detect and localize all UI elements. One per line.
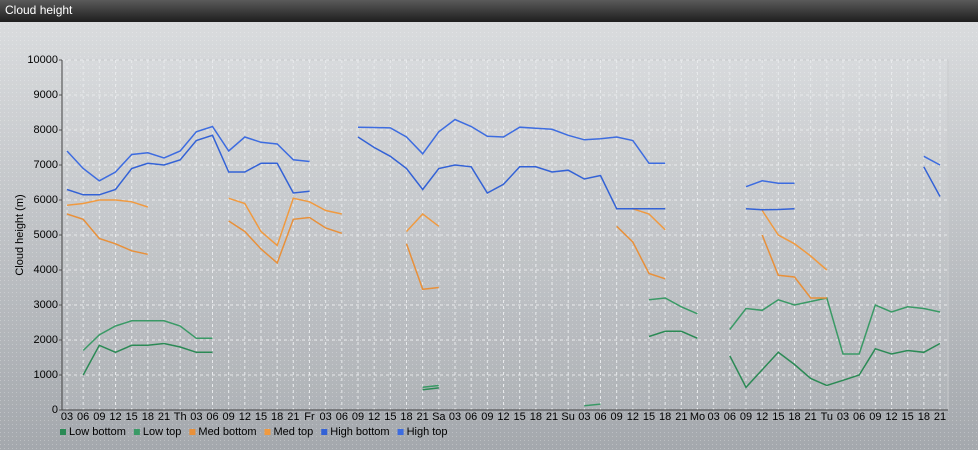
legend-item[interactable]: High top [397,426,448,438]
x-tick-label: 15 [902,411,914,423]
legend-label: Low top [143,426,182,438]
legend-item[interactable]: Low bottom [60,426,126,438]
legend-item[interactable]: Med top [264,426,314,438]
x-tick-label: 21 [675,411,687,423]
x-tick-label: 12 [885,411,897,423]
x-tick-label: 12 [368,411,380,423]
y-tick-label: 8000 [34,124,58,136]
x-tick-label: 06 [724,411,736,423]
legend-swatch [189,429,196,435]
legend-swatch [397,429,404,435]
y-tick-label: 1000 [34,369,58,381]
x-tick-label: 09 [481,411,493,423]
legend-swatch [133,429,140,435]
series-line [66,118,941,188]
x-tick-label: 09 [223,411,235,423]
x-tick-label: 21 [934,411,946,423]
x-tick-label: Sa [432,411,446,423]
y-tick-label: 0 [52,404,58,416]
x-tick-label: 09 [93,411,105,423]
x-tick-label: 12 [109,411,121,423]
x-tick-label: 21 [546,411,558,423]
series-line [82,297,941,407]
series-line [82,330,941,391]
chart-title: Cloud height [5,3,73,17]
x-tick-label: 15 [126,411,138,423]
legend-label: Med bottom [198,426,256,438]
x-tick-label: Fr [304,411,315,423]
x-tick-label: 03 [708,411,720,423]
series-line [66,197,828,271]
x-tick-label: 18 [271,411,283,423]
x-tick-label: Su [561,411,574,423]
y-tick-label: 2000 [34,334,58,346]
legend-label: Low bottom [69,426,126,438]
x-tick-label: 03 [320,411,332,423]
x-tick-label: 06 [206,411,218,423]
x-tick-label: 15 [772,411,784,423]
y-tick-label: 9000 [34,89,58,101]
x-tick-label: Mo [690,411,705,423]
x-tick-label: 21 [287,411,299,423]
legend-label: Med top [274,426,314,438]
x-tick-label: 12 [497,411,509,423]
x-tick-label: 21 [158,411,170,423]
x-tick-label: 03 [449,411,461,423]
y-tick-label: 10000 [27,54,58,66]
y-axis-label: Cloud height (m) [14,194,26,275]
x-tick-label: 09 [740,411,752,423]
legend-label: High bottom [330,426,389,438]
legend-item[interactable]: High bottom [321,426,390,438]
x-tick-label: 18 [530,411,542,423]
x-tick-label: 09 [869,411,881,423]
x-tick-label: 18 [659,411,671,423]
legend-swatch [321,429,328,435]
x-tick-label: 09 [352,411,364,423]
texture [0,22,978,450]
x-tick-label: 06 [465,411,477,423]
x-tick-label: 12 [756,411,768,423]
title-bar [0,0,978,22]
x-tick-label: 18 [400,411,412,423]
x-tick-label: Tu [821,411,833,423]
series-line [66,213,827,299]
x-tick-label: 18 [142,411,154,423]
x-tick-label: 18 [918,411,930,423]
x-tick-label: 12 [627,411,639,423]
legend-swatch [264,429,271,435]
x-tick-label: 03 [837,411,849,423]
x-tick-label: 18 [788,411,800,423]
legend-swatch [60,429,66,435]
y-tick-label: 4000 [34,264,58,276]
x-tick-label: 21 [417,411,429,423]
y-tick-label: 7000 [34,159,58,171]
series-line [66,134,941,211]
x-tick-label: 09 [611,411,623,423]
x-tick-label: Th [174,411,187,423]
x-tick-label: 06 [77,411,89,423]
x-tick-label: 03 [61,411,73,423]
x-tick-label: 03 [578,411,590,423]
legend-item[interactable]: Med bottom [189,426,257,438]
x-tick-label: 15 [643,411,655,423]
x-tick-label: 12 [239,411,251,423]
x-tick-label: 06 [594,411,606,423]
y-tick-label: 3000 [34,299,58,311]
x-tick-label: 15 [255,411,267,423]
legend-item[interactable]: Low top [133,426,182,438]
x-tick-label: 06 [336,411,348,423]
x-tick-label: 21 [805,411,817,423]
y-tick-label: 6000 [34,194,58,206]
x-tick-label: 03 [190,411,202,423]
x-tick-label: 15 [514,411,526,423]
legend-label: High top [407,426,448,438]
x-tick-label: 15 [384,411,396,423]
x-tick-label: 06 [853,411,865,423]
y-tick-label: 5000 [34,229,58,241]
